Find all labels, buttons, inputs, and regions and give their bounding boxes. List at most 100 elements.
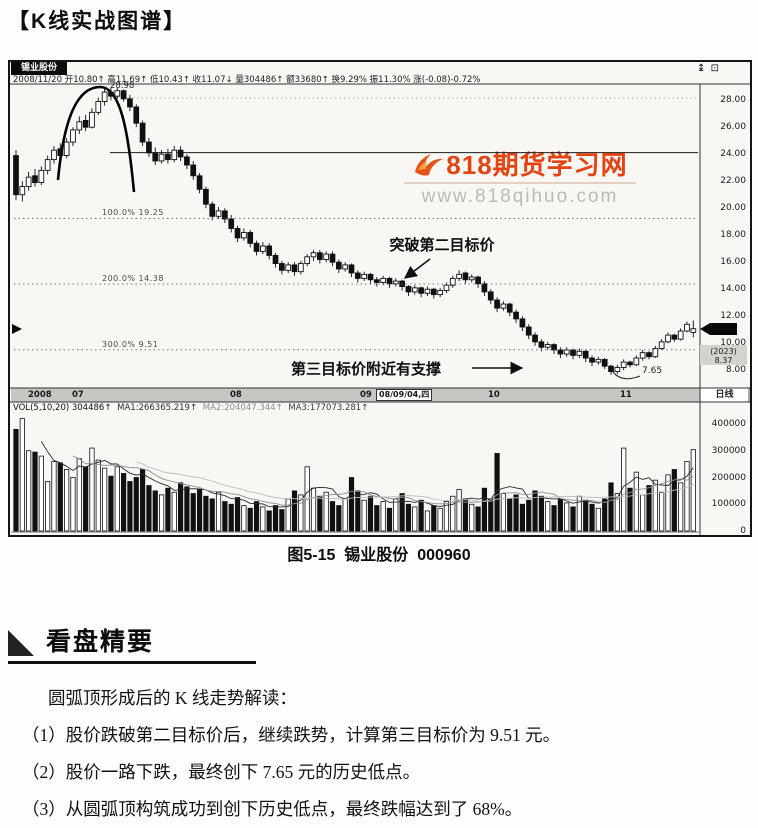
volume-bar	[272, 505, 279, 532]
candle-body	[532, 334, 538, 343]
volume-bar	[228, 503, 234, 532]
pin-icon: ↨	[697, 63, 706, 74]
volume-bar	[462, 498, 469, 532]
candle-body	[266, 245, 273, 256]
volume-bar	[177, 482, 184, 532]
volume-ma3-line	[136, 461, 694, 502]
annotation-break-target2: 突破第二目标价	[389, 238, 495, 254]
candle-body	[146, 141, 152, 154]
volume-bar	[317, 495, 323, 532]
volume-group	[13, 418, 696, 532]
volume-bar	[336, 505, 342, 532]
candle-body	[582, 350, 589, 359]
volume-bar	[456, 489, 462, 532]
candle-body	[348, 264, 355, 274]
candle-body	[367, 273, 374, 281]
volume-bar	[481, 487, 488, 532]
candle-body	[608, 365, 614, 372]
volume-bar	[627, 487, 633, 532]
watermark-title-row: 818期货学习网	[404, 150, 636, 184]
candle-body	[418, 287, 424, 294]
volume-bar	[589, 503, 595, 532]
candle-body	[329, 253, 336, 263]
volume-bar	[557, 498, 563, 532]
candle-body	[285, 264, 292, 271]
candle-body	[152, 152, 159, 162]
left-edge-marker	[12, 324, 22, 334]
volume-bar	[102, 467, 108, 532]
volume-bar	[298, 494, 304, 532]
candles-group	[13, 86, 697, 375]
volume-bar	[89, 447, 95, 532]
candle-body	[247, 232, 254, 244]
candle-body	[652, 348, 659, 358]
volume-bar	[45, 481, 51, 532]
date-tooltip-box: 08/09/04,四	[376, 389, 433, 401]
volume-bar	[469, 503, 475, 532]
candle-body	[614, 367, 621, 372]
volume-bar	[519, 503, 526, 532]
volume-bar	[646, 485, 652, 532]
section-heading: 看盘精要	[46, 628, 155, 656]
candle-body	[690, 328, 697, 333]
axis-note-box	[700, 345, 747, 365]
volume-bar	[405, 503, 412, 532]
volume-tick: 400000	[711, 419, 746, 429]
volume-bar	[83, 466, 89, 532]
candle-body	[481, 283, 488, 293]
candle-body	[316, 252, 323, 260]
vol-ma3: MA3:177073.281↑	[288, 403, 369, 413]
candle-body	[601, 358, 608, 367]
volume-bar	[633, 471, 639, 532]
volume-bar	[684, 461, 690, 532]
candle-body	[430, 288, 437, 296]
date-tick-08: 08	[230, 390, 242, 400]
window-icon: ⊡	[710, 63, 719, 74]
candle-body	[241, 232, 247, 239]
candle-body	[95, 101, 102, 113]
candle-body	[538, 341, 545, 348]
annotation-arrow-down	[403, 258, 431, 279]
candle-body	[234, 227, 241, 239]
section-triangle-icon	[8, 630, 34, 656]
candle-body	[424, 288, 431, 294]
candle-body	[291, 264, 298, 273]
volume-bar	[114, 466, 120, 532]
volume-bar	[532, 490, 538, 532]
candle-body	[646, 352, 652, 358]
commentary-intro: 圆弧顶形成后的 K 线走势解读：	[48, 688, 297, 708]
annotation-support-target3: 第三目标价附近有支撑	[291, 362, 442, 378]
price-tick: 8.00	[725, 365, 746, 376]
volume-bar	[348, 477, 355, 532]
volume-bar	[260, 506, 266, 532]
candle-body	[684, 323, 690, 332]
date-tick-2008: 2008	[28, 390, 52, 400]
candle-body	[627, 361, 633, 366]
volume-bar	[329, 501, 336, 532]
volume-bar	[26, 450, 32, 532]
price-tick: 20.00	[720, 203, 746, 214]
volume-bar	[380, 501, 386, 532]
candle-body	[63, 141, 70, 157]
candle-body	[411, 287, 418, 293]
candle-body	[127, 98, 133, 108]
volume-bar	[450, 495, 456, 532]
volume-bar	[19, 418, 25, 532]
candle-body	[386, 277, 393, 285]
volume-bar	[367, 495, 374, 532]
volume-bar	[266, 510, 272, 532]
volume-bar	[203, 495, 209, 532]
volume-bar	[608, 482, 614, 532]
candle-body	[120, 90, 127, 100]
candle-body	[525, 326, 532, 336]
watermark-url: www.818qihuo.com	[421, 186, 619, 207]
candle-body	[298, 263, 304, 273]
candle-body	[82, 120, 89, 128]
volume-bar	[488, 498, 494, 532]
low-pointer-curve	[612, 371, 641, 380]
price-tick: 22.00	[720, 176, 746, 187]
volume-bar	[222, 501, 228, 532]
low-price-label: 7.65	[642, 366, 663, 376]
axis-note-price: 8.37	[714, 356, 733, 365]
price-tick: 24.00	[720, 149, 746, 160]
